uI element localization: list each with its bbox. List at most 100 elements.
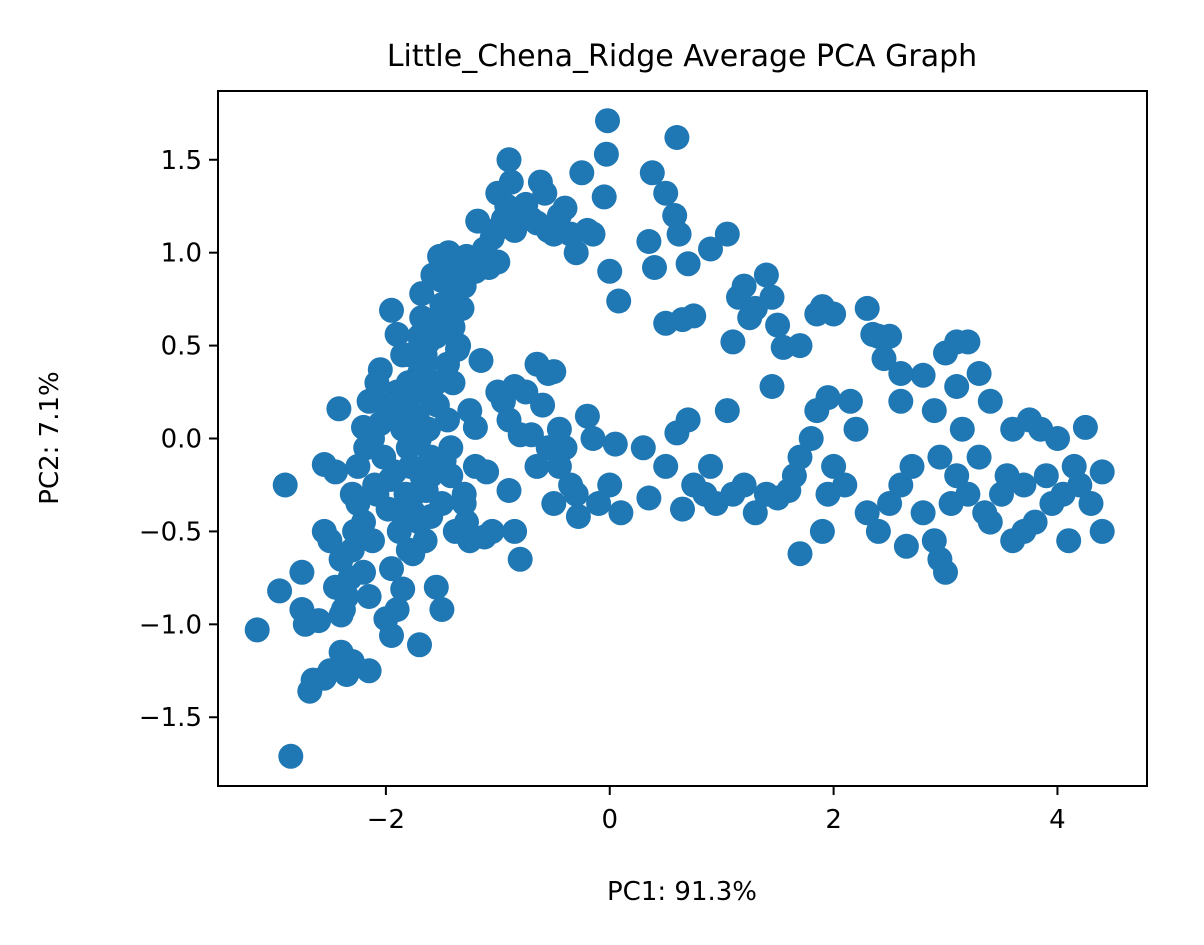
data-point — [436, 240, 462, 266]
data-point — [927, 444, 953, 470]
data-point — [476, 255, 502, 280]
data-point — [944, 374, 970, 399]
y-tick-label: −0.5 — [139, 517, 202, 547]
data-point — [496, 147, 522, 173]
data-point — [698, 236, 723, 262]
data-point — [518, 422, 544, 448]
data-point — [244, 617, 270, 643]
data-point — [494, 193, 520, 219]
data-point — [1033, 463, 1059, 489]
data-point — [899, 453, 925, 479]
data-point — [871, 346, 897, 372]
data-point — [474, 459, 500, 485]
data-point — [787, 541, 813, 567]
x-tick-label: 4 — [1049, 805, 1066, 835]
data-point — [597, 258, 623, 284]
data-point — [356, 584, 382, 609]
data-point — [639, 160, 665, 186]
data-point — [994, 463, 1020, 489]
data-point — [507, 546, 533, 572]
data-point — [815, 385, 841, 411]
data-point — [502, 518, 528, 544]
x-axis-ticks: −2 0 2 4 — [367, 786, 1066, 835]
data-point — [377, 466, 403, 492]
x-axis-label: PC1: 91.3% — [607, 877, 757, 907]
data-point — [698, 453, 723, 479]
data-point — [753, 262, 779, 288]
data-point — [921, 398, 947, 424]
data-point — [367, 357, 393, 383]
data-point — [326, 396, 352, 422]
data-point — [278, 743, 304, 769]
data-point — [910, 362, 936, 388]
data-point — [565, 504, 591, 529]
data-point — [821, 301, 847, 327]
data-point — [630, 435, 656, 461]
data-point — [1061, 453, 1087, 479]
data-point — [636, 229, 662, 254]
data-point — [384, 597, 410, 622]
data-point — [306, 608, 332, 634]
data-point — [1089, 518, 1115, 544]
data-point — [821, 453, 847, 479]
data-point — [664, 125, 690, 150]
data-point — [586, 491, 612, 516]
data-point — [353, 435, 379, 461]
data-point — [681, 303, 707, 329]
data-point — [720, 329, 746, 355]
data-point — [483, 217, 509, 243]
y-tick-label: −1.5 — [139, 703, 202, 733]
data-point — [496, 478, 522, 503]
data-point — [798, 426, 824, 451]
data-point — [541, 491, 567, 516]
data-point — [653, 180, 679, 206]
data-point — [390, 576, 416, 602]
data-point — [888, 361, 914, 386]
data-point — [597, 472, 623, 498]
data-point — [1072, 414, 1098, 440]
data-point — [877, 323, 903, 349]
data-point — [675, 407, 701, 433]
data-point — [759, 284, 785, 310]
y-tick-label: 0.0 — [161, 425, 202, 455]
data-point — [675, 251, 701, 277]
data-point — [606, 288, 632, 314]
data-points — [244, 108, 1115, 769]
data-point — [356, 658, 382, 684]
data-point — [393, 403, 419, 429]
data-point — [933, 559, 958, 585]
data-point — [854, 500, 880, 526]
data-point — [479, 518, 505, 544]
data-point — [433, 295, 459, 321]
data-point — [944, 463, 970, 489]
data-point — [379, 297, 404, 323]
data-point — [955, 329, 981, 355]
data-point — [832, 472, 858, 498]
data-point — [431, 448, 457, 474]
x-tick-label: 2 — [825, 805, 842, 835]
data-point — [843, 416, 869, 442]
data-point — [386, 518, 412, 544]
data-point — [1078, 491, 1104, 516]
data-point — [977, 388, 1003, 414]
chart-title: Little_Chena_Ridge Average PCA Graph — [387, 39, 977, 74]
data-point — [972, 500, 998, 526]
data-point — [409, 281, 435, 307]
y-axis-label: PC2: 7.1% — [35, 371, 65, 504]
data-point — [595, 108, 620, 134]
data-point — [580, 221, 606, 247]
data-point — [888, 388, 914, 414]
data-point — [339, 537, 365, 563]
data-point — [451, 491, 477, 516]
data-point — [429, 597, 455, 622]
x-tick-label: −2 — [367, 805, 405, 835]
data-point — [742, 500, 768, 526]
data-point — [272, 472, 298, 498]
data-point — [468, 348, 494, 373]
data-point — [323, 459, 348, 485]
data-point — [1039, 491, 1065, 516]
data-point — [865, 518, 891, 544]
data-point — [558, 472, 584, 498]
